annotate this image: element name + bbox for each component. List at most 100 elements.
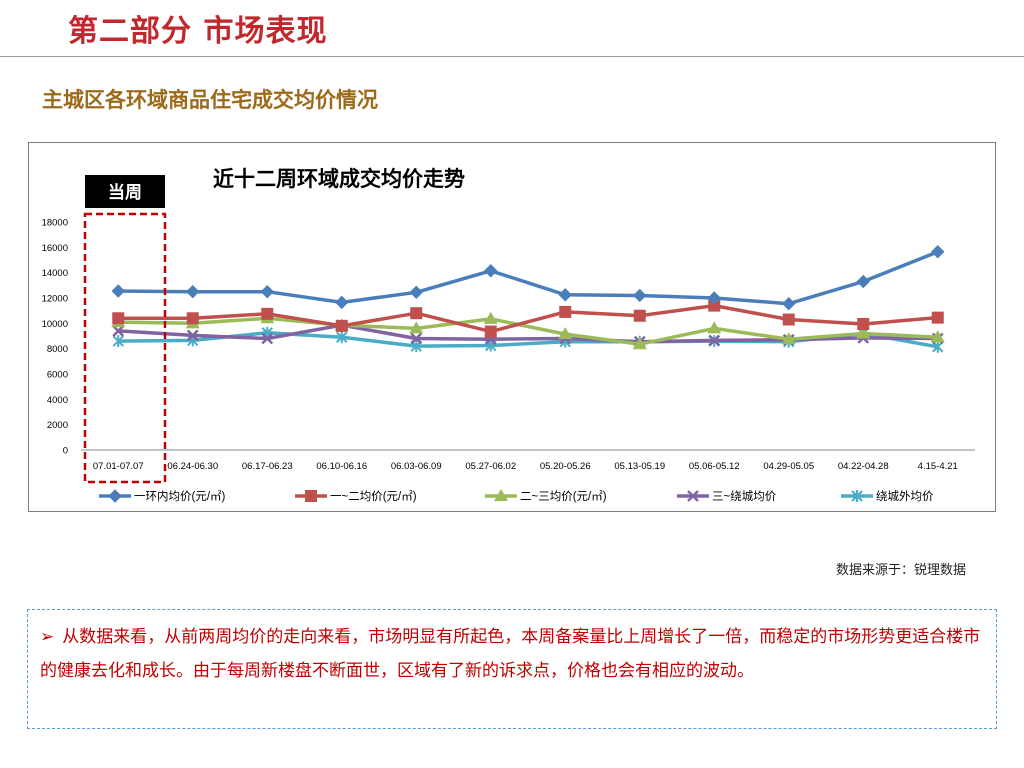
- data-point: [260, 284, 274, 299]
- x-marker-stroke: [687, 490, 699, 502]
- analysis-note-text: 从数据来看，从前两周均价的走向来看，市场明显有所起色，本周备案量比上周增长了一倍…: [40, 627, 981, 681]
- square-marker: [708, 299, 721, 312]
- current-week-highlight-box: [83, 212, 167, 484]
- data-point: [186, 312, 199, 325]
- data-point: [108, 489, 122, 503]
- data-point: [409, 321, 424, 334]
- data-point: [559, 305, 572, 318]
- x-marker-stroke: [708, 334, 721, 347]
- square-marker: [261, 307, 274, 320]
- data-point: [494, 489, 508, 501]
- data-point: [930, 330, 945, 343]
- section-title: 主城区各环域商品住宅成交均价情况: [42, 88, 378, 112]
- data-point: [856, 274, 870, 289]
- diamond-marker: [111, 284, 125, 298]
- data-point: [708, 299, 721, 312]
- data-point: [931, 311, 944, 324]
- data-point: [707, 291, 721, 305]
- triangle-marker: [856, 326, 871, 339]
- triangle-marker: [483, 311, 498, 324]
- data-point: [410, 332, 423, 345]
- x-tick-label: 05.06-05.12: [689, 461, 740, 472]
- square-marker: [633, 309, 646, 322]
- square-marker: [410, 307, 423, 320]
- header-divider: [0, 56, 1024, 57]
- y-tick-label: 12000: [42, 294, 68, 305]
- diamond-marker: [484, 264, 498, 278]
- data-point: [856, 326, 871, 339]
- data-point: [484, 264, 498, 278]
- x-tick-label: 06.10-06.16: [316, 461, 367, 472]
- diamond-marker: [856, 274, 870, 289]
- x-marker-stroke: [186, 329, 199, 342]
- data-point: [633, 309, 646, 322]
- data-point: [484, 325, 497, 338]
- data-point: [782, 296, 796, 311]
- square-marker: [112, 312, 125, 325]
- legend-label: 一~二均价(元/㎡): [330, 490, 417, 503]
- data-point: [632, 337, 647, 350]
- diamond-marker: [707, 291, 721, 305]
- x-tick-label: 05.27-06.02: [465, 461, 516, 472]
- data-point: [558, 288, 572, 302]
- square-marker: [305, 490, 317, 502]
- page-header-title: 第二部分 市场表现: [68, 14, 328, 49]
- square-marker: [931, 311, 944, 324]
- bullet-arrow-icon: ➢: [40, 627, 55, 647]
- x-tick-label: 4.15-4.21: [918, 461, 958, 472]
- triangle-marker: [558, 327, 573, 340]
- series-line: [118, 303, 938, 334]
- x-tick-label: 06.03-06.09: [391, 461, 442, 472]
- y-tick-label: 4000: [47, 395, 68, 406]
- data-point: [857, 317, 870, 330]
- y-tick-label: 10000: [42, 319, 68, 330]
- legend-label: 绕城外均价: [876, 490, 934, 503]
- current-week-label-bg: [85, 175, 165, 208]
- data-point: [112, 335, 124, 348]
- data-point: [336, 331, 348, 344]
- data-point: [687, 490, 699, 502]
- diamond-marker: [931, 245, 945, 259]
- y-tick-label: 16000: [42, 243, 68, 254]
- x-tick-label: 07.01-07.07: [93, 461, 144, 472]
- data-point: [111, 284, 125, 298]
- legend-label: 一环内均价(元/㎡): [134, 489, 226, 503]
- square-marker: [335, 319, 348, 332]
- series-line: [118, 316, 938, 346]
- square-marker: [782, 313, 795, 326]
- data-point: [186, 284, 200, 299]
- y-tick-label: 2000: [47, 420, 68, 431]
- data-point: [335, 295, 349, 310]
- data-point: [707, 321, 722, 334]
- data-point: [708, 334, 721, 347]
- data-point: [931, 245, 945, 259]
- x-tick-label: 06.24-06.30: [167, 461, 218, 472]
- square-marker: [186, 312, 199, 325]
- data-point: [261, 307, 274, 320]
- analysis-note-box: ➢ 从数据来看，从前两周均价的走向来看，市场明显有所起色，本周备案量比上周增长了一…: [27, 609, 997, 729]
- square-marker: [559, 305, 572, 318]
- line-chart: 近十二周环域成交均价走势 0 2000 4000 6000 8000 10000 12000 1…: [42, 167, 975, 503]
- y-tick-label: 18000: [42, 218, 68, 229]
- data-point: [781, 332, 796, 345]
- diamond-marker: [186, 284, 200, 299]
- diamond-marker: [108, 489, 122, 503]
- y-tick-label: 14000: [42, 268, 68, 279]
- data-point: [261, 332, 274, 345]
- triangle-marker: [707, 321, 722, 334]
- data-point: [305, 490, 317, 502]
- data-point: [782, 313, 795, 326]
- x-tick-label: 04.22-04.28: [838, 461, 889, 472]
- data-point: [112, 312, 125, 325]
- legend-label: 二~三均价(元/㎡): [520, 490, 607, 503]
- diamond-marker: [782, 296, 796, 311]
- data-point: [633, 288, 647, 303]
- x-marker-stroke: [410, 332, 423, 345]
- triangle-marker: [781, 332, 796, 345]
- x-tick-label: 04.29-05.05: [763, 461, 814, 472]
- diamond-marker: [633, 288, 647, 303]
- chart-title: 近十二周环域成交均价走势: [213, 167, 465, 191]
- x-tick-label: 05.20-05.26: [540, 461, 591, 472]
- y-tick-label: 6000: [47, 370, 68, 381]
- chart-frame: 近十二周环域成交均价走势 0 2000 4000 6000 8000 10000 12000 1…: [28, 142, 996, 512]
